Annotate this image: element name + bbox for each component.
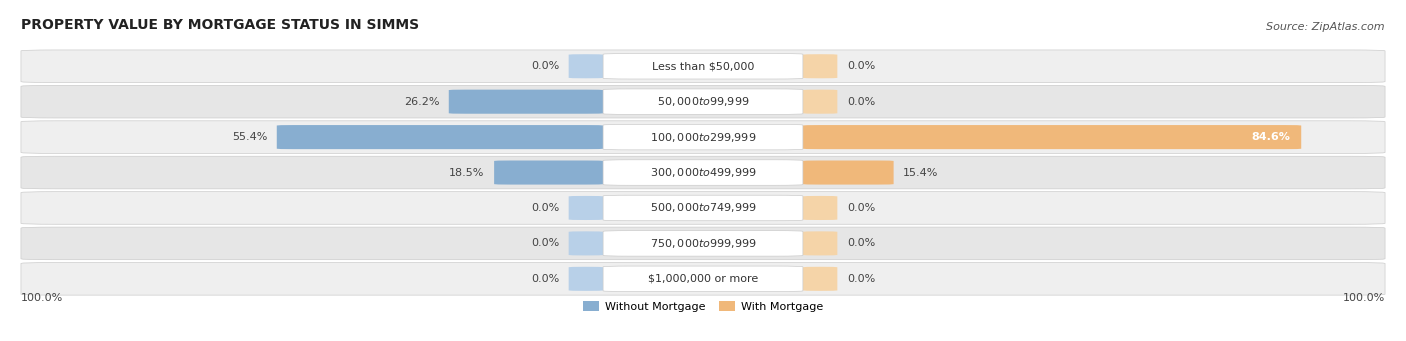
Text: 0.0%: 0.0% xyxy=(846,274,876,284)
FancyBboxPatch shape xyxy=(803,161,894,184)
Text: $500,000 to $749,999: $500,000 to $749,999 xyxy=(650,202,756,214)
Text: 55.4%: 55.4% xyxy=(232,132,267,142)
Text: $300,000 to $499,999: $300,000 to $499,999 xyxy=(650,166,756,179)
FancyBboxPatch shape xyxy=(21,156,1385,189)
FancyBboxPatch shape xyxy=(603,231,803,256)
FancyBboxPatch shape xyxy=(21,85,1385,118)
FancyBboxPatch shape xyxy=(21,121,1385,153)
Text: 100.0%: 100.0% xyxy=(21,293,63,303)
FancyBboxPatch shape xyxy=(803,231,838,255)
Legend: Without Mortgage, With Mortgage: Without Mortgage, With Mortgage xyxy=(578,297,828,316)
FancyBboxPatch shape xyxy=(803,90,838,114)
Text: 0.0%: 0.0% xyxy=(530,203,560,213)
FancyBboxPatch shape xyxy=(603,124,803,150)
Text: 0.0%: 0.0% xyxy=(846,203,876,213)
Text: 15.4%: 15.4% xyxy=(903,167,939,178)
Text: 84.6%: 84.6% xyxy=(1251,132,1291,142)
FancyBboxPatch shape xyxy=(803,267,838,291)
Text: $1,000,000 or more: $1,000,000 or more xyxy=(648,274,758,284)
FancyBboxPatch shape xyxy=(494,161,603,184)
Text: 0.0%: 0.0% xyxy=(846,238,876,248)
FancyBboxPatch shape xyxy=(803,54,838,78)
FancyBboxPatch shape xyxy=(449,90,603,114)
Text: 0.0%: 0.0% xyxy=(530,61,560,71)
FancyBboxPatch shape xyxy=(21,192,1385,224)
Text: 100.0%: 100.0% xyxy=(1343,293,1385,303)
FancyBboxPatch shape xyxy=(568,54,603,78)
FancyBboxPatch shape xyxy=(568,267,603,291)
Text: Source: ZipAtlas.com: Source: ZipAtlas.com xyxy=(1267,21,1385,31)
FancyBboxPatch shape xyxy=(603,266,803,292)
FancyBboxPatch shape xyxy=(21,263,1385,295)
FancyBboxPatch shape xyxy=(603,89,803,115)
FancyBboxPatch shape xyxy=(21,50,1385,83)
FancyBboxPatch shape xyxy=(568,196,603,220)
FancyBboxPatch shape xyxy=(568,231,603,255)
FancyBboxPatch shape xyxy=(803,196,838,220)
Text: 0.0%: 0.0% xyxy=(846,97,876,107)
FancyBboxPatch shape xyxy=(277,125,603,149)
Text: Less than $50,000: Less than $50,000 xyxy=(652,61,754,71)
FancyBboxPatch shape xyxy=(21,227,1385,260)
Text: $750,000 to $999,999: $750,000 to $999,999 xyxy=(650,237,756,250)
FancyBboxPatch shape xyxy=(603,160,803,185)
FancyBboxPatch shape xyxy=(603,195,803,221)
Text: PROPERTY VALUE BY MORTGAGE STATUS IN SIMMS: PROPERTY VALUE BY MORTGAGE STATUS IN SIM… xyxy=(21,17,419,31)
FancyBboxPatch shape xyxy=(603,54,803,79)
Text: 0.0%: 0.0% xyxy=(530,274,560,284)
FancyBboxPatch shape xyxy=(803,125,1301,149)
Text: $50,000 to $99,999: $50,000 to $99,999 xyxy=(657,95,749,108)
Text: 0.0%: 0.0% xyxy=(530,238,560,248)
Text: 26.2%: 26.2% xyxy=(404,97,439,107)
Text: 0.0%: 0.0% xyxy=(846,61,876,71)
Text: $100,000 to $299,999: $100,000 to $299,999 xyxy=(650,131,756,144)
Text: 18.5%: 18.5% xyxy=(449,167,485,178)
